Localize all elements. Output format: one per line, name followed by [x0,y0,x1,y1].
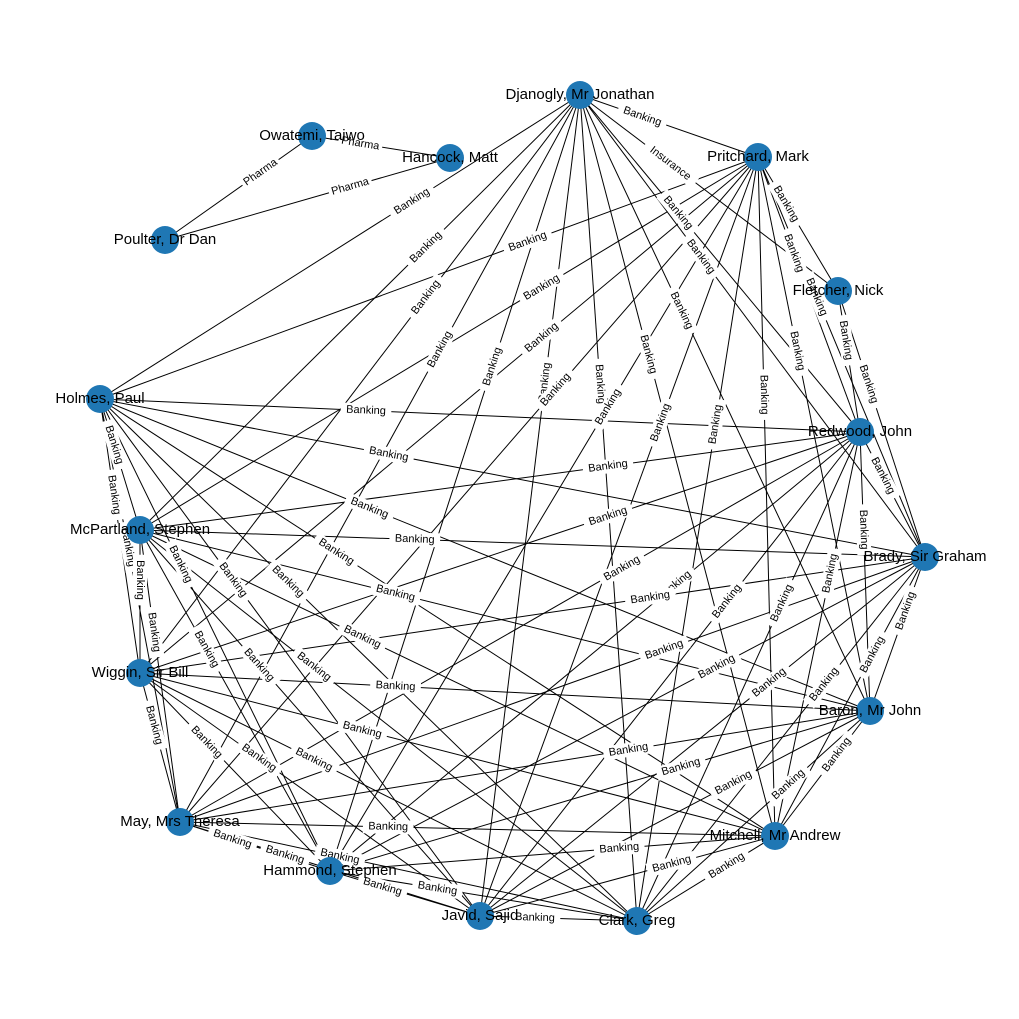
edge-label: Banking [408,229,445,265]
edge-line [140,432,860,530]
edge-line [180,432,860,822]
edge-label: Banking [295,650,334,684]
edge-label: Banking [637,334,659,376]
edge-label: Banking [587,504,629,528]
node-label: Brady, Sir Graham [863,548,986,565]
edge-label: Banking [212,827,254,851]
edge-label: Banking [342,719,384,741]
edge-label: Banking [239,742,278,775]
node-label: Holmes, Paul [55,390,144,407]
node-label: Poulter, Dr Dan [114,231,217,248]
node-label: Wiggin, Sir Bill [92,664,189,681]
edge-line [758,157,775,836]
edge-label: Banking [893,590,918,631]
edge-line [180,157,758,822]
edge-label: Banking [587,458,628,475]
edge-label: Banking [346,404,386,418]
edge-line [180,822,637,921]
edge-line [140,432,860,673]
node-label: Djanogly, Mr Jonathan [506,86,655,103]
node-label: Hancock, Matt [402,149,499,166]
edge-line [330,432,860,871]
node-label: Baron, Mr John [819,702,922,719]
edge-line [580,95,860,432]
node-label: Fletcher, Nick [793,282,884,299]
node-label: Mitchell, Mr Andrew [710,827,841,844]
edge-label: Banking [857,510,870,550]
edge-label: Pharma [330,175,371,197]
edge-line [775,557,925,836]
edge-label: Banking [392,186,432,217]
node-label: May, Mrs Theresa [120,813,240,830]
edge-label: Banking [395,533,435,546]
node-label: Clark, Greg [599,912,676,929]
node-label: McPartland, Stephen [70,521,210,538]
edge-label: Banking [758,375,771,415]
edge-label: Banking [707,850,747,881]
node-label: Javid, Sajid [442,907,519,924]
edge-label: Banking [375,583,416,604]
edge-label: Banking [481,346,505,388]
edge-label: Banking [684,237,717,276]
edge-line [140,673,480,916]
node-label: Redwood, John [808,423,912,440]
edge-label: Banking [145,612,162,653]
edge-label: Banking [857,363,881,405]
edge-line [100,399,637,921]
edge-line [330,836,775,871]
edge-label: Banking [622,104,664,128]
edge-label: Banking [507,229,548,254]
network-graph: PharmaPharmaPharmaBankingBankingBankingB… [0,0,1019,1019]
node-label: Hammond, Stephen [263,862,396,879]
edge-line [140,95,580,530]
edge-line [775,432,860,836]
edge-line [480,95,580,916]
edge-label: Insurance [647,144,693,183]
edge-label: Banking [651,853,693,875]
edge-label: Banking [768,583,795,624]
edge-line [165,136,312,240]
edge-line [480,711,870,916]
edge-label: Banking [270,563,307,599]
node-label: Owatemi, Taiwo [259,127,365,144]
edge-label: Banking [134,560,146,600]
node-label: Pritchard, Mark [707,148,809,165]
edge-label: Banking [781,232,806,273]
edge-label: Banking [375,679,415,693]
edge-label: Banking [807,665,841,704]
edge-label: Banking [515,911,555,924]
edge-line [180,822,775,836]
edge-line [637,157,758,921]
edge-label: Banking [368,820,408,833]
edge-label: Banking [523,320,561,355]
edge-label: Pharma [241,156,280,189]
